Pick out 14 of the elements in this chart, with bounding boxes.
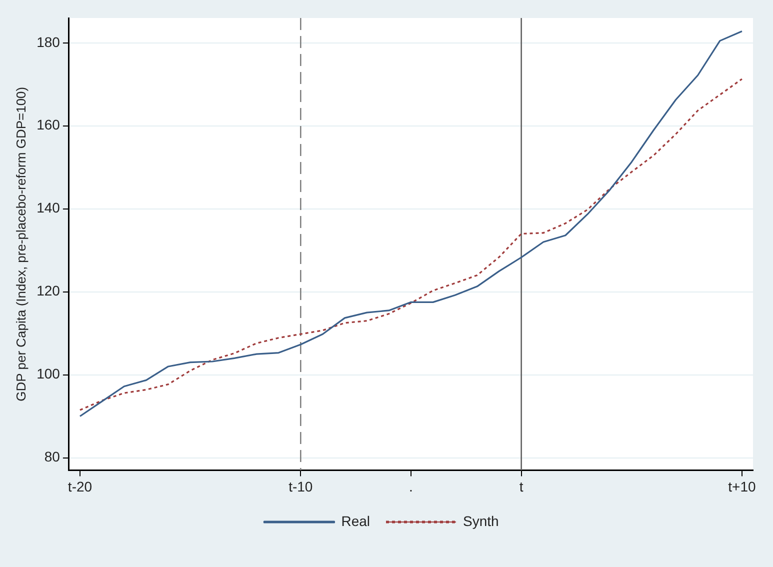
y-tick-label: 100 xyxy=(36,366,60,382)
y-tick-label: 120 xyxy=(36,282,60,299)
x-tick-label: t-20 xyxy=(68,478,92,494)
y-tick-label: 80 xyxy=(44,448,60,465)
y-tick-label: 180 xyxy=(36,34,60,50)
legend-label: Real xyxy=(341,512,370,529)
x-tick-label: t xyxy=(519,478,524,494)
x-tick-label: t-10 xyxy=(288,478,313,494)
legend-label: Synth xyxy=(462,512,499,529)
y-axis-title: GDP per Capita (Index, pre-placebo-reform GDP=100) xyxy=(13,86,28,402)
x-tick-label: . xyxy=(409,478,413,494)
y-tick-label: 160 xyxy=(36,116,60,133)
y-tick-label: 140 xyxy=(36,200,60,216)
x-tick-label: t+10 xyxy=(728,478,756,494)
